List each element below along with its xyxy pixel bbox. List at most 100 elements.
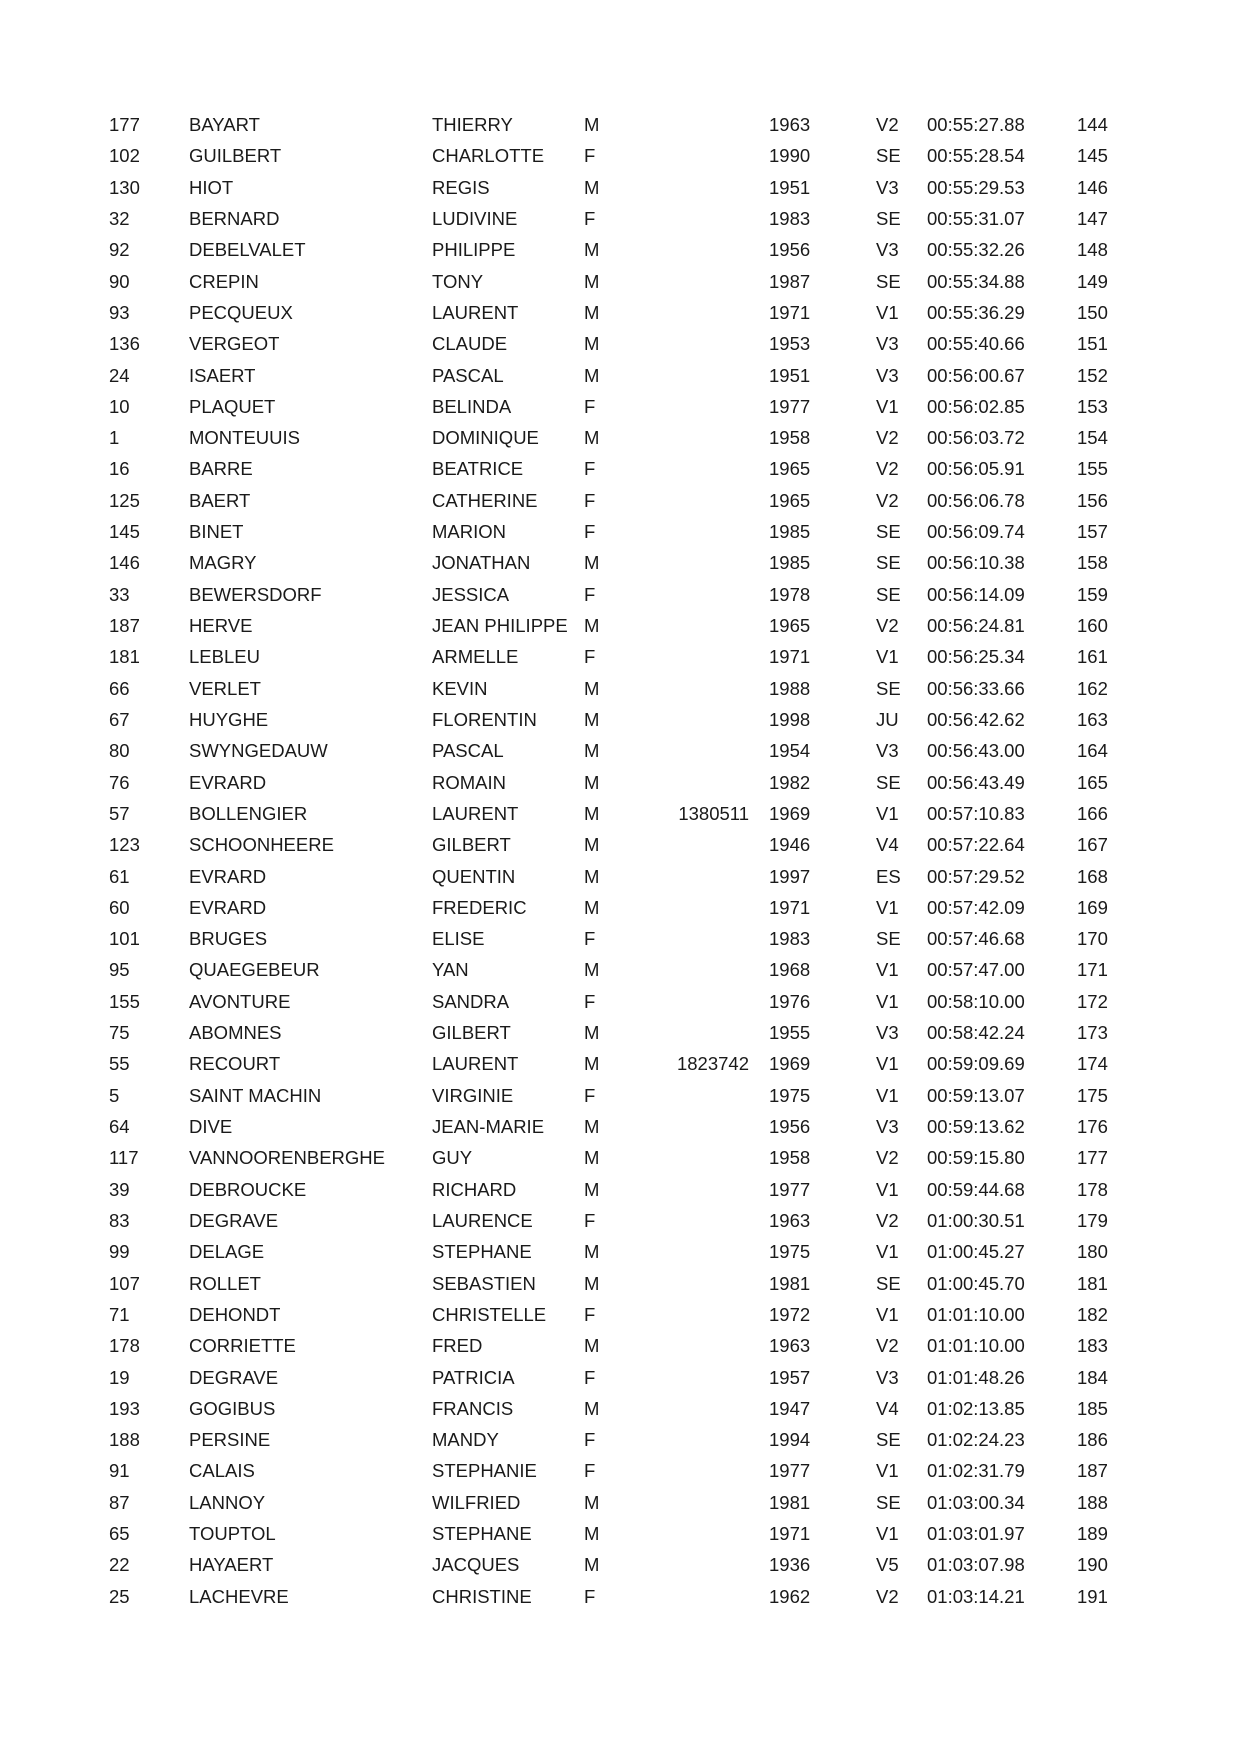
table-row: 32 BERNARD LUDIVINE F 1983 SE 00:55:31.0…	[109, 203, 1241, 234]
birth-year-cell: 1985	[769, 521, 811, 543]
first-name-cell: STEPHANE	[432, 1241, 532, 1263]
birth-year-cell: 1978	[769, 583, 811, 605]
license-cell	[664, 266, 769, 297]
first-name-cell: GILBERT	[432, 1022, 511, 1044]
rank-cell: 165	[1077, 771, 1108, 793]
rank-cell: 174	[1077, 1053, 1108, 1075]
category-cell: V3	[876, 176, 899, 198]
category-cell: JU	[876, 708, 899, 730]
last-name-cell: LEBLEU	[189, 646, 260, 668]
last-name-cell: SWYNGEDAUW	[189, 740, 328, 762]
birth-year-cell: 1969	[769, 802, 811, 824]
time-cell: 01:03:00.34	[927, 1491, 1025, 1513]
time-cell: 01:03:07.98	[927, 1554, 1025, 1576]
sex-cell: M	[584, 959, 600, 981]
sex-cell: M	[584, 896, 600, 918]
rank-cell: 160	[1077, 615, 1108, 636]
bib-cell: 145	[109, 521, 140, 543]
bib-cell: 99	[109, 1241, 130, 1263]
table-row: 55 RECOURT LAURENT M 1823742 1969 V1 00:…	[109, 1048, 1241, 1079]
birth-year-cell: 1958	[769, 427, 811, 449]
bib-cell: 91	[109, 1460, 130, 1482]
license-cell	[664, 391, 769, 422]
time-cell: 01:01:48.26	[927, 1366, 1025, 1388]
last-name-cell: DEGRAVE	[189, 1366, 279, 1388]
birth-year-cell: 1956	[769, 239, 811, 261]
sex-cell: F	[584, 646, 596, 668]
category-cell: V2	[876, 615, 899, 636]
sex-cell: F	[584, 583, 596, 605]
sex-cell: M	[584, 1335, 600, 1357]
last-name-cell: MAGRY	[189, 552, 257, 574]
table-row: 33 BEWERSDORF JESSICA F 1978 SE 00:56:14…	[109, 579, 1241, 610]
category-cell: V2	[876, 427, 899, 449]
license-cell	[664, 673, 769, 704]
sex-cell: F	[584, 207, 596, 229]
bib-cell: 117	[109, 1147, 139, 1169]
bib-cell: 19	[109, 1366, 130, 1388]
category-cell: V3	[876, 239, 899, 261]
birth-year-cell: 1971	[769, 646, 811, 668]
time-cell: 01:02:31.79	[927, 1460, 1025, 1482]
license-cell	[664, 234, 769, 265]
time-cell: 00:57:47.00	[927, 959, 1025, 981]
license-cell	[664, 1205, 769, 1236]
rank-cell: 146	[1077, 176, 1108, 198]
last-name-cell: BOLLENGIER	[189, 802, 308, 824]
sex-cell: F	[584, 1084, 596, 1106]
bib-cell: 65	[109, 1523, 130, 1545]
category-cell: V1	[876, 959, 899, 981]
first-name-cell: PHILIPPE	[432, 239, 516, 261]
category-cell: V1	[876, 1523, 899, 1545]
last-name-cell: CALAIS	[189, 1460, 255, 1482]
sex-cell: M	[584, 176, 600, 198]
category-cell: V2	[876, 1335, 899, 1357]
sex-cell: M	[584, 834, 600, 856]
category-cell: V3	[876, 740, 899, 762]
time-cell: 00:55:34.88	[927, 270, 1025, 292]
license-cell	[664, 704, 769, 735]
bib-cell: 136	[109, 333, 140, 355]
category-cell: V2	[876, 1585, 899, 1607]
rank-cell: 176	[1077, 1116, 1108, 1137]
first-name-cell: JACQUES	[432, 1554, 520, 1576]
birth-year-cell: 1965	[769, 489, 811, 511]
birth-year-cell: 1976	[769, 990, 811, 1012]
bib-cell: 130	[109, 176, 140, 198]
table-row: 10 PLAQUET BELINDA F 1977 V1 00:56:02.85…	[109, 391, 1241, 422]
birth-year-cell: 1963	[769, 114, 811, 135]
table-row: 65 TOUPTOL STEPHANE M 1971 V1 01:03:01.9…	[109, 1518, 1241, 1549]
license-cell	[664, 109, 769, 140]
rank-cell: 170	[1077, 928, 1108, 950]
time-cell: 00:55:29.53	[927, 176, 1025, 198]
category-cell: SE	[876, 1429, 901, 1451]
first-name-cell: FRANCIS	[432, 1397, 514, 1419]
birth-year-cell: 1971	[769, 896, 811, 918]
table-row: 66 VERLET KEVIN M 1988 SE 00:56:33.66 16…	[109, 673, 1241, 704]
bib-cell: 10	[109, 395, 130, 417]
sex-cell: F	[584, 1585, 596, 1607]
sex-cell: F	[584, 928, 596, 950]
table-row: 125 BAERT CATHERINE F 1965 V2 00:56:06.7…	[109, 485, 1241, 516]
last-name-cell: ABOMNES	[189, 1022, 282, 1044]
first-name-cell: THIERRY	[432, 114, 513, 135]
table-row: 155 AVONTURE SANDRA F 1976 V1 00:58:10.0…	[109, 986, 1241, 1017]
table-row: 92 DEBELVALET PHILIPPE M 1956 V3 00:55:3…	[109, 234, 1241, 265]
sex-cell: M	[584, 1053, 600, 1075]
time-cell: 00:56:14.09	[927, 583, 1025, 605]
birth-year-cell: 1977	[769, 1178, 811, 1200]
time-cell: 00:57:42.09	[927, 896, 1025, 918]
last-name-cell: SAINT MACHIN	[189, 1084, 322, 1106]
category-cell: V1	[876, 301, 899, 323]
first-name-cell: FRED	[432, 1335, 483, 1357]
sex-cell: M	[584, 802, 600, 824]
bib-cell: 80	[109, 740, 130, 762]
rank-cell: 163	[1077, 708, 1108, 730]
sex-cell: F	[584, 489, 596, 511]
category-cell: V5	[876, 1554, 899, 1576]
first-name-cell: ELISE	[432, 928, 485, 950]
category-cell: V2	[876, 458, 899, 480]
birth-year-cell: 1951	[769, 176, 811, 198]
rank-cell: 190	[1077, 1554, 1108, 1576]
last-name-cell: HUYGHE	[189, 708, 269, 730]
